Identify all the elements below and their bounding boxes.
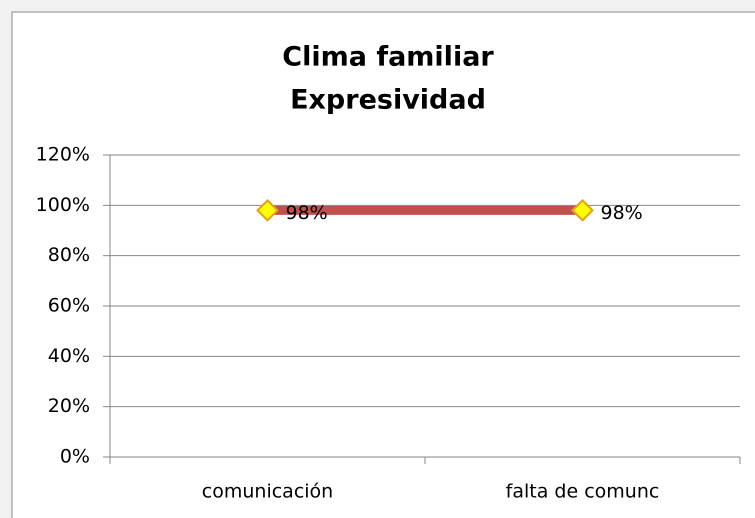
y-tick-label: 0% [60,446,90,468]
y-tick-label: 100% [36,194,90,216]
chart-subtitle: Expresividad [290,85,486,116]
y-tick-label: 20% [48,395,90,417]
data-label: 98% [601,202,643,224]
y-tick-label: 120% [36,144,90,166]
marker [571,198,594,222]
y-tick-label: 40% [48,345,90,367]
marker [256,198,279,222]
data-label: 98% [286,202,328,224]
chart-frame [11,11,755,518]
x-tick-label: comunicación [202,481,333,503]
y-tick-label: 60% [48,295,90,317]
x-tick-label: falta de comunc [506,481,660,503]
y-tick-label: 80% [48,244,90,266]
chart-title: Clima familiar [282,42,494,73]
